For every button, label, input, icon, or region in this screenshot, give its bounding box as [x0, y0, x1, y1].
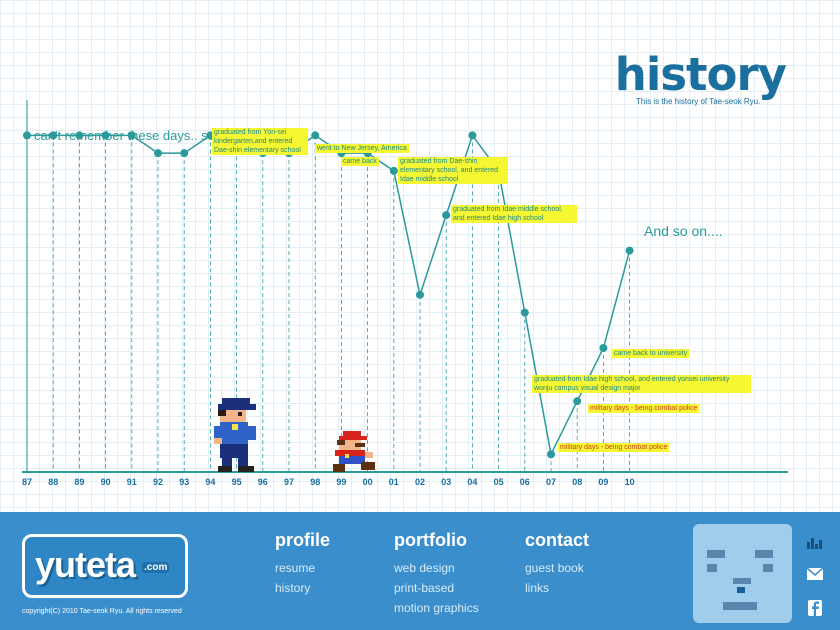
mail-icon[interactable]	[806, 566, 824, 582]
data-point-98	[311, 131, 320, 140]
pixel-face-widget[interactable]	[693, 524, 792, 623]
nav-contact: contact guest book links	[525, 530, 589, 598]
annotation-new-jersey: went to New Jersey, America	[315, 144, 409, 153]
x-tick-96: 96	[258, 477, 268, 487]
x-tick-91: 91	[127, 477, 137, 487]
data-point-01	[389, 166, 398, 175]
data-point-06	[520, 308, 529, 317]
data-point-88	[49, 131, 58, 140]
annotation-university: graduated from Idae high school, and ent…	[532, 375, 751, 393]
x-tick-95: 95	[232, 477, 242, 487]
annotation-kindergarten: graduated from Yon-sei kindergarten,and …	[212, 128, 308, 155]
mario-character-icon	[333, 431, 375, 472]
annotation-middle-school: graduated from Dae-shin elementary schoo…	[398, 157, 508, 184]
site-footer: yuteta .com copyright(C) 2010 Tae-seok R…	[0, 512, 840, 630]
x-tick-98: 98	[310, 477, 320, 487]
x-tick-01: 01	[389, 477, 399, 487]
x-tick-94: 94	[205, 477, 215, 487]
data-point-08	[573, 397, 582, 406]
data-point-93	[180, 149, 189, 158]
data-point-10	[625, 246, 634, 255]
x-tick-99: 99	[336, 477, 346, 487]
x-tick-09: 09	[598, 477, 608, 487]
copyright-text: copyright(C) 2010 Tae-seok Ryu. All righ…	[22, 608, 182, 615]
nav-link-print-based[interactable]: print-based	[394, 581, 455, 595]
nav-heading-profile[interactable]: profile	[275, 530, 331, 550]
police-character-icon	[214, 398, 256, 472]
history-series-line	[27, 133, 631, 457]
x-tick-90: 90	[101, 477, 111, 487]
annotation-and-so-on: And so on....	[644, 223, 723, 239]
nav-link-links[interactable]: links	[525, 581, 550, 595]
nav-heading-portfolio[interactable]: portfolio	[394, 530, 467, 550]
annotation-came-back: came back	[341, 157, 379, 166]
x-tick-92: 92	[153, 477, 163, 487]
equalizer-icon[interactable]	[806, 534, 824, 550]
x-tick-04: 04	[467, 477, 477, 487]
x-tick-02: 02	[415, 477, 425, 487]
nav-link-history[interactable]: history	[275, 581, 311, 595]
data-point-92	[154, 149, 162, 158]
annotation-military-2: military days - being combat police	[588, 404, 700, 413]
nav-link-motion-graphics[interactable]: motion graphics	[394, 601, 479, 615]
x-tick-08: 08	[572, 477, 582, 487]
data-point-07	[547, 450, 555, 459]
nav-link-web-design[interactable]: web design	[394, 561, 455, 575]
x-tick-97: 97	[284, 477, 294, 487]
data-point-03	[442, 211, 451, 220]
data-point-09	[599, 344, 608, 352]
data-point-02	[416, 290, 424, 299]
page-title: history	[614, 48, 787, 101]
x-tick-88: 88	[48, 477, 58, 487]
x-tick-87: 87	[22, 477, 32, 487]
x-tick-93: 93	[179, 477, 189, 487]
page-subtitle: This is the history of Tae-seok Ryu.	[636, 97, 761, 106]
annotation-high-school: graduated from Idae middle school, and e…	[451, 205, 577, 223]
annotation-military-1: military days - being combat police	[558, 443, 670, 452]
nav-portfolio: portfolio web design print-based motion …	[394, 530, 479, 618]
logo-text: yuteta	[35, 544, 136, 585]
data-point-91	[127, 131, 136, 140]
x-tick-03: 03	[441, 477, 451, 487]
x-tick-05: 05	[494, 477, 504, 487]
site-logo[interactable]: yuteta .com	[22, 534, 188, 598]
annotation-early-years: can't remember these days.. sorry	[34, 128, 231, 143]
facebook-icon[interactable]	[806, 600, 824, 616]
annotation-university-return: came back to university	[612, 349, 690, 358]
data-point-04	[468, 131, 477, 140]
x-tick-89: 89	[74, 477, 84, 487]
history-stage: 87 88 89 90 91 92 93 94 95 96 97 98 99 00 01 02 03 04 05 06…	[0, 0, 840, 512]
x-tick-10: 10	[625, 477, 635, 487]
data-point-87	[23, 131, 31, 140]
nav-link-guest-book[interactable]: guest book	[525, 561, 584, 575]
logo-domain: .com	[142, 562, 170, 573]
x-tick-07: 07	[546, 477, 556, 487]
nav-profile: profile resume history	[275, 530, 330, 598]
data-point-89	[75, 131, 84, 140]
nav-link-resume[interactable]: resume	[275, 561, 316, 575]
x-tick-00: 00	[363, 477, 373, 487]
data-point-90	[101, 131, 110, 140]
nav-heading-contact[interactable]: contact	[525, 530, 590, 550]
x-tick-06: 06	[520, 477, 530, 487]
